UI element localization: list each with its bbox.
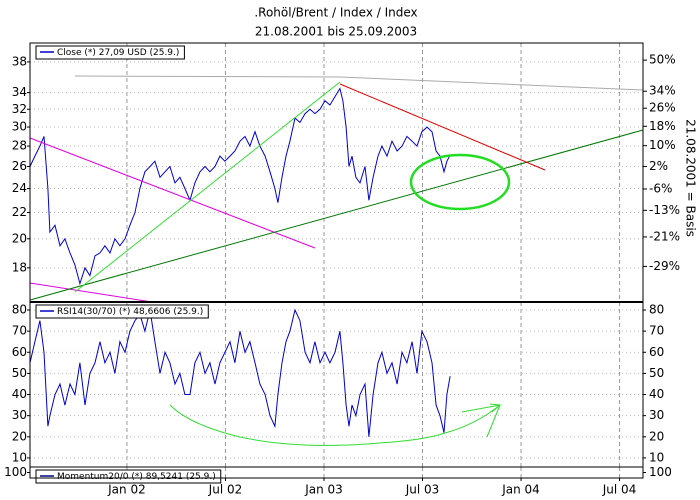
y2-tick-label: -13% [649,203,680,217]
y-tick-label: 100 [4,465,27,479]
chart-subtitle: 21.08.2001 bis 25.09.2003 [255,25,417,39]
y2-tick-label: -6% [649,181,672,195]
y2-tick-label: 18% [649,119,676,133]
legend-label: Close (*) 27,09 USD (25.9.) [57,48,179,58]
trend-line [339,76,644,91]
x-tick-label: Jul 03 [405,483,440,497]
y-tick-label: 50 [12,366,27,380]
y2-tick-label: 20 [649,429,664,443]
y-tick-label: 38 [12,54,27,68]
trend-line [29,282,153,303]
trend-line [74,81,341,293]
trend-line [29,129,644,301]
trend-line [339,83,546,171]
y-tick-label: 26 [12,159,27,173]
y-tick-label: 24 [12,181,27,195]
y2-tick-label: 60 [649,345,664,359]
plot-area: 18 20 22 24 26 28 30 32 34 38 50% 34% 26% 18% 10% 2% -6%… [4,43,680,497]
y-tick-label: 60 [12,345,27,359]
frame [29,42,644,479]
y-tick-label: 30 [12,120,27,134]
x-tick-label: Jan 04 [501,483,540,497]
legends: Close (*) 27,09 USD (25.9.) RSI14(30/70) … [35,45,222,484]
y-tick-label: 40 [12,387,27,401]
legend-box [35,45,185,60]
y-tick-label: 70 [12,324,27,338]
y2-tick-label: 26% [649,101,676,115]
y-tick-label: 10 [12,450,27,464]
y-tick-label: 20 [12,231,27,245]
y-tick-label: 28 [12,139,27,153]
y2-tick-label: -29% [649,259,680,273]
y2-tick-label: 50% [649,53,676,67]
trend-line [74,75,341,78]
legend-box [35,304,209,319]
arrow-annotation [444,403,502,438]
y-tick-label: 34 [12,85,27,99]
series-line [29,308,451,437]
y-tick-label: 80 [12,303,27,317]
y-tick-label: 22 [12,205,27,219]
chart-title: .Rohöl/Brent / Index / Index [254,6,417,20]
legend-box [35,469,222,484]
y2-tick-label: 34% [649,84,676,98]
trend-line [29,137,316,249]
legend-label: Momentum20/0 (*) 89,5241 (25.9.) [57,472,216,482]
y2-tick-label: 80 [649,303,664,317]
y2-tick-label: 30 [649,408,664,422]
y2-tick-label: 40 [649,387,664,401]
legend-label: RSI14(30/70) (*) 48,6606 (25.9.) [57,307,203,317]
y-tick-label: 20 [12,429,27,443]
x-tick-label: Jul 04 [602,483,637,497]
series-line [29,87,451,286]
highlight-ellipse [409,153,511,211]
y-tick-label: 32 [12,102,27,116]
y2-axis-label: 21.08.2001 = Basis [684,119,698,237]
curve-annotation [169,404,446,446]
y2-tick-label: 10 [649,450,664,464]
x-tick-label: Jan 02 [107,483,146,497]
y2-tick-label: 10% [649,138,676,152]
y-tick-label: 30 [12,408,27,422]
x-tick-label: Jan 03 [304,483,343,497]
y2-tick-label: 50 [649,366,664,380]
y2-tick-label: 2% [649,159,668,173]
x-tick-label: Jul 02 [208,483,243,497]
annotations [29,75,644,446]
y2-tick-label: -21% [649,229,680,243]
y-tick-label: 18 [12,260,27,274]
y2-tick-label: 100 [649,465,672,479]
y2-tick-label: 70 [649,324,664,338]
